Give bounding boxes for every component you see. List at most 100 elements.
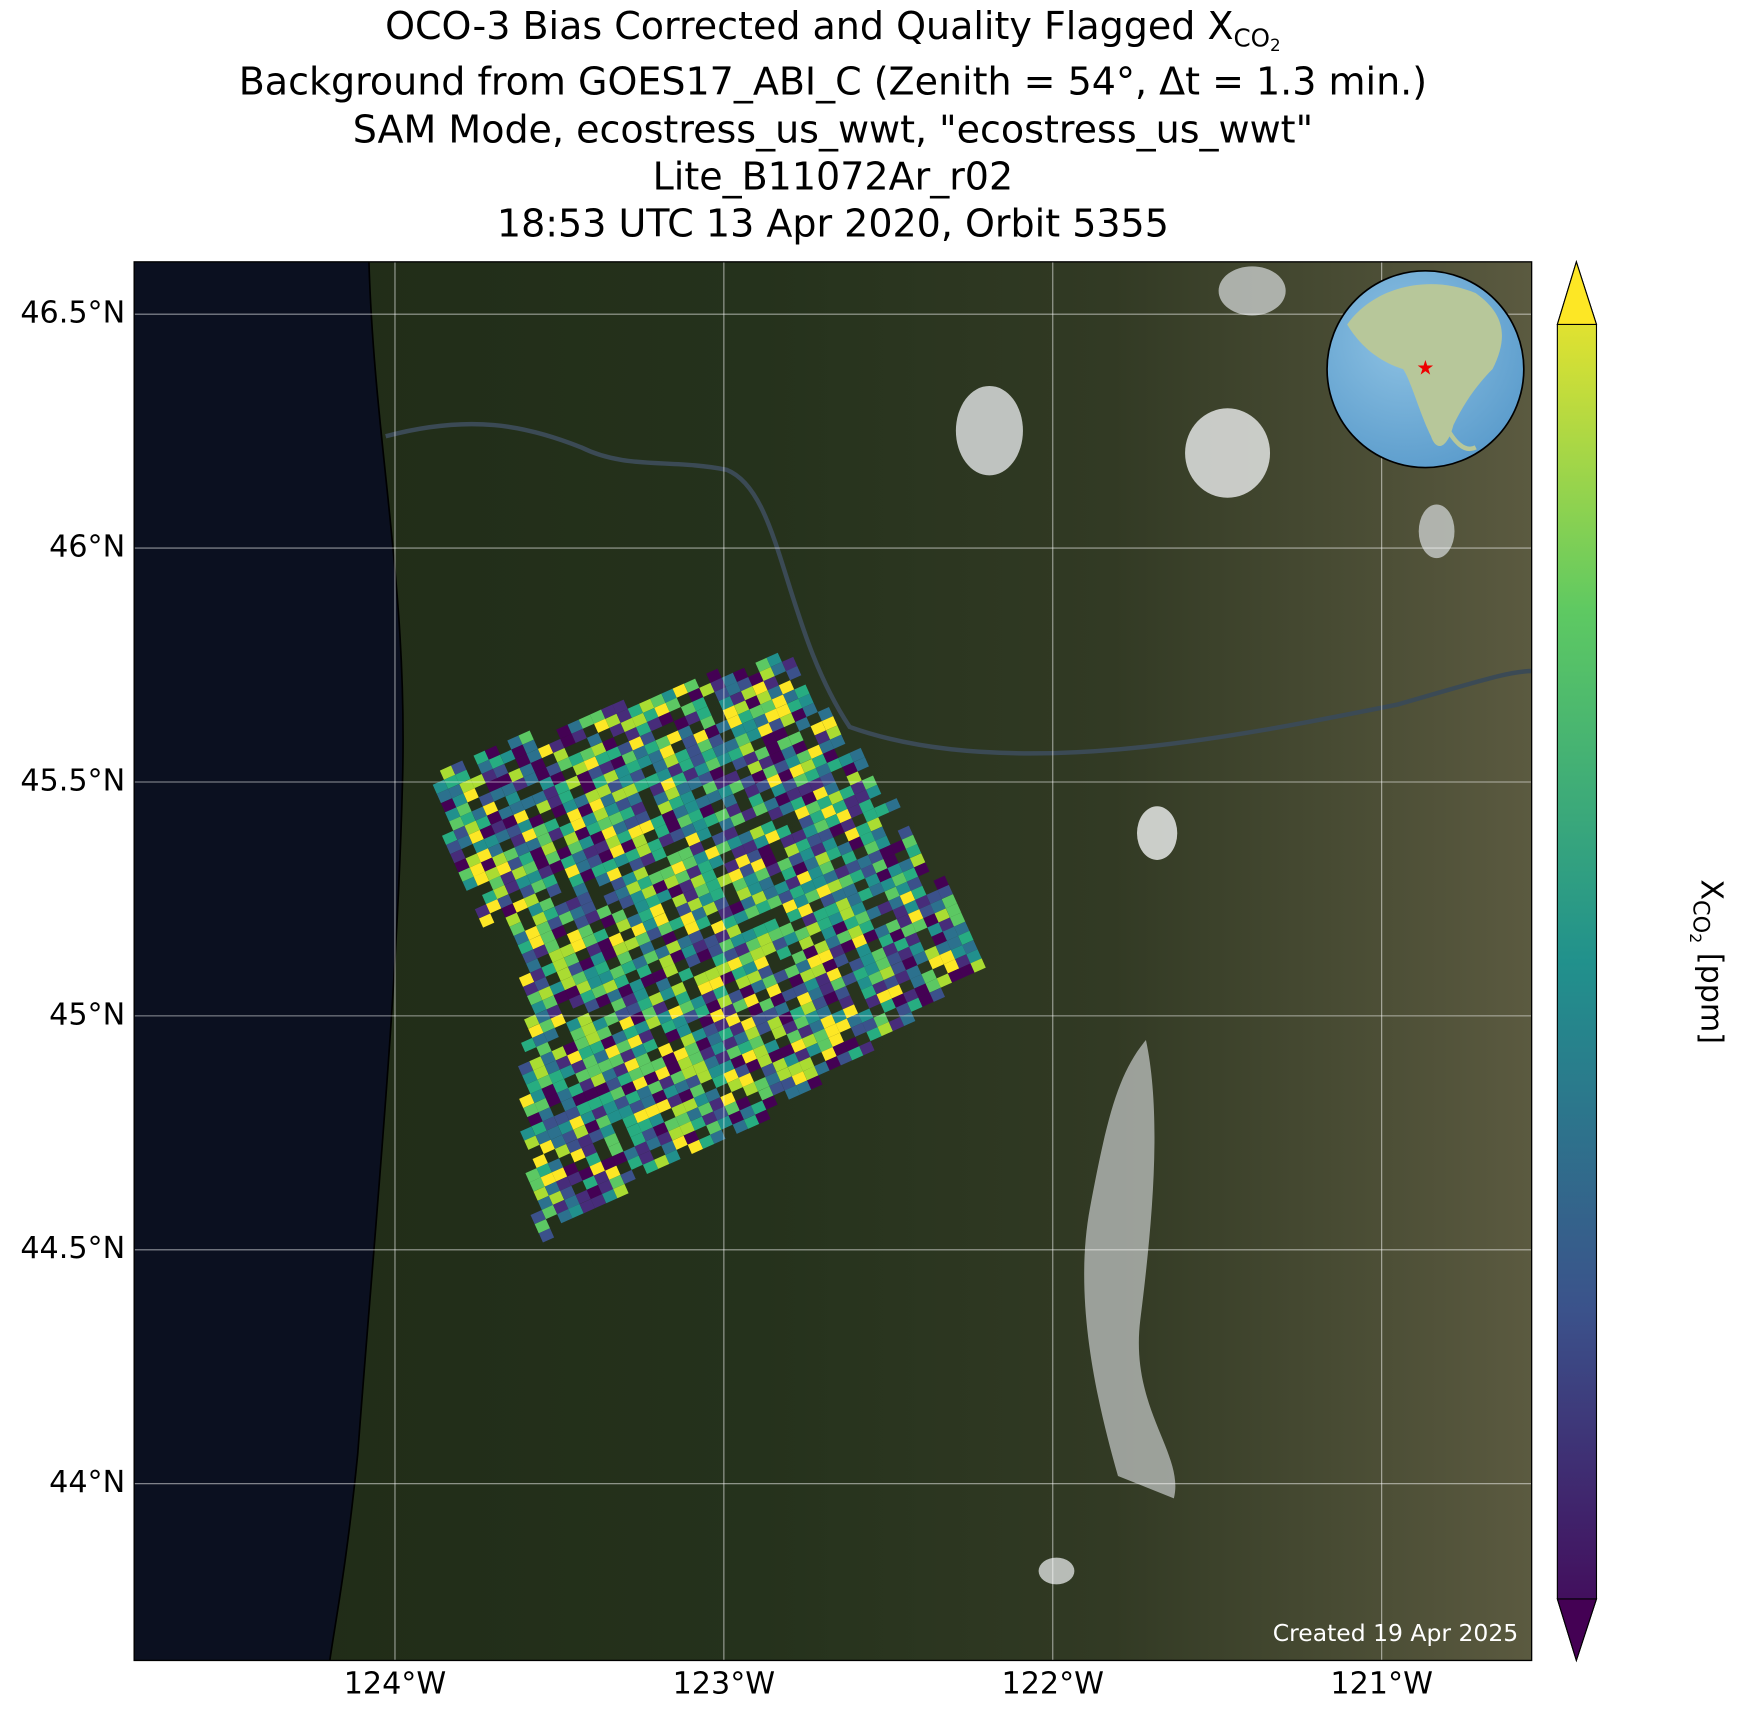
sounding-cell — [697, 1102, 714, 1117]
sounding-cell — [572, 882, 589, 897]
sounding-cell — [895, 881, 911, 896]
sounding-cell — [804, 1010, 821, 1025]
sounding-cell — [824, 902, 840, 917]
sounding-cell — [907, 997, 923, 1012]
sounding-cell — [850, 780, 866, 795]
sounding-cell — [473, 750, 489, 765]
sounding-cell — [514, 842, 530, 857]
sounding-cell — [582, 1175, 598, 1190]
sounding-cell — [645, 773, 661, 788]
sounding-cell — [572, 1092, 588, 1107]
sounding-cell — [941, 894, 958, 909]
sounding-cell — [798, 1057, 815, 1072]
sounding-cell — [751, 769, 767, 784]
sounding-cell — [570, 938, 587, 953]
sounding-cell — [928, 955, 944, 970]
sounding-cell — [578, 1045, 594, 1060]
sounding-cell — [869, 882, 885, 897]
sounding-cell — [748, 1035, 765, 1050]
sounding-cell — [610, 755, 626, 770]
sounding-cell — [778, 1011, 794, 1026]
sounding-cell — [626, 1001, 642, 1017]
sounding-cell — [688, 930, 704, 945]
sounding-cell — [547, 794, 563, 809]
sounding-cell — [750, 858, 766, 873]
sounding-cell — [773, 969, 789, 984]
sounding-cell — [529, 935, 545, 950]
sounding-cell — [893, 937, 910, 952]
sounding-cell — [630, 889, 646, 905]
sounding-cell — [895, 1002, 912, 1017]
sounding-cell — [791, 950, 807, 965]
sounding-cell — [513, 930, 530, 946]
sounding-cell — [918, 992, 934, 1007]
sounding-cell — [543, 1027, 559, 1043]
sounding-cell — [836, 808, 852, 824]
sounding-cell — [492, 763, 509, 779]
sounding-cell — [612, 1151, 628, 1166]
sounding-cell — [624, 848, 641, 863]
sounding-cell — [544, 1181, 561, 1196]
sounding-cell — [534, 1098, 550, 1113]
sounding-cell — [536, 799, 552, 814]
sounding-cell — [455, 769, 471, 784]
sounding-cell — [821, 1046, 837, 1062]
sounding-cell — [544, 1060, 560, 1075]
sounding-cell — [603, 1133, 620, 1148]
sounding-cell — [477, 759, 493, 774]
sounding-cell — [454, 858, 470, 873]
sounding-cell — [594, 1082, 611, 1097]
sounding-cell — [560, 1185, 576, 1200]
sounding-cell — [637, 1118, 653, 1133]
sounding-cell — [668, 795, 685, 810]
sounding-cell — [680, 702, 697, 717]
sounding-cell — [620, 717, 636, 733]
sounding-cell — [906, 876, 923, 891]
sounding-cell — [728, 868, 744, 883]
sounding-cell — [656, 768, 672, 783]
sounding-cell — [896, 914, 913, 929]
sounding-cell — [886, 951, 902, 966]
sounding-cell — [640, 1094, 656, 1109]
sounding-cell — [691, 906, 707, 921]
sounding-cell — [663, 753, 679, 769]
sounding-cell — [658, 1075, 675, 1090]
sounding-cell — [683, 767, 699, 782]
sounding-cell — [578, 1166, 594, 1181]
sounding-cell — [761, 853, 778, 868]
y-tick-label: 45.5°N — [20, 763, 125, 798]
sounding-cell — [697, 980, 714, 996]
sounding-cell — [471, 806, 487, 821]
sounding-cell — [561, 1097, 577, 1112]
sounding-cell — [821, 716, 838, 731]
sounding-cell — [713, 775, 729, 790]
sounding-cell — [919, 904, 935, 919]
sounding-cell — [812, 995, 828, 1011]
sounding-cell — [621, 1081, 637, 1096]
sounding-cell — [734, 700, 750, 715]
sounding-cell — [706, 789, 722, 804]
sounding-cell — [836, 930, 852, 945]
sounding-cell — [741, 1049, 758, 1064]
sounding-cell — [579, 956, 595, 972]
sounding-cell — [566, 1138, 582, 1154]
sounding-cell — [515, 875, 531, 890]
sounding-cell — [535, 1130, 551, 1145]
sounding-cell — [806, 1042, 822, 1058]
sounding-cell — [566, 929, 583, 944]
sounding-cell — [793, 894, 809, 909]
sounding-cell — [768, 1048, 784, 1063]
sounding-cell — [600, 1035, 617, 1050]
sounding-cell — [709, 1097, 725, 1112]
sounding-cell — [551, 1046, 567, 1061]
sounding-cell — [756, 690, 772, 705]
sounding-cell — [693, 1092, 710, 1108]
sounding-cell — [808, 777, 825, 792]
sounding-cell — [607, 1109, 623, 1124]
sounding-cell — [667, 762, 684, 778]
sounding-cell — [530, 879, 547, 894]
sounding-cell — [593, 1170, 610, 1185]
sounding-cell — [558, 1120, 574, 1135]
sounding-cell — [617, 1072, 633, 1087]
sounding-cell — [779, 922, 795, 937]
